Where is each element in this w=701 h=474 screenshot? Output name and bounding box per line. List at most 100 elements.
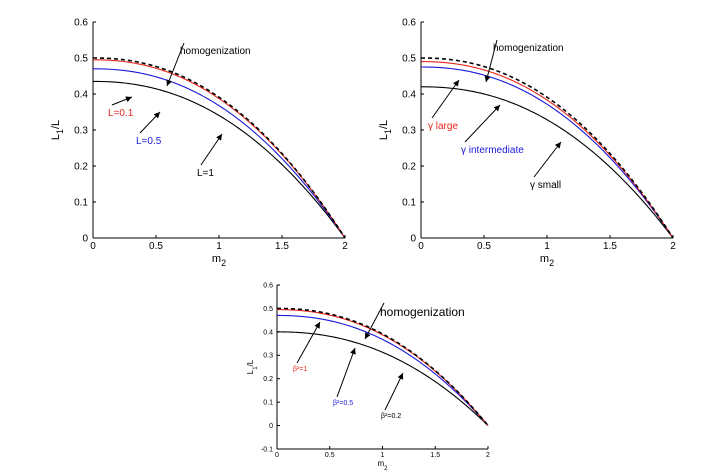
y-axis-label: L1/L <box>378 120 393 140</box>
annotation-label: β²=0.2 <box>381 413 401 420</box>
y-axis-label-suffix: /L <box>378 120 390 129</box>
annotation-arrow-head <box>453 80 459 87</box>
series-line-4 <box>93 80 346 239</box>
annotation-arrow-head <box>314 322 320 329</box>
series-line-1 <box>421 57 674 239</box>
annotation-arrow-line <box>464 104 501 143</box>
x-tick-label: 0.5 <box>325 452 335 459</box>
x-tick-label: 2 <box>670 241 676 252</box>
x-tick-label: 1 <box>381 452 385 459</box>
y-tick-label: 0.2 <box>74 162 88 173</box>
annotation-label: L=0.1 <box>108 108 134 119</box>
annotation-arrow-line <box>485 39 498 83</box>
x-tick-label: 2 <box>342 241 348 252</box>
chart-panel-3: 0 0.5 1 1.5 2-0.100.10.20.30.40.50.6m2L1/Lho… <box>246 282 490 471</box>
y-tick-label: 0.4 <box>402 90 416 101</box>
y-tick-label: -0.1 <box>261 446 273 453</box>
y-tick-label: 0.3 <box>263 353 273 360</box>
y-tick-label: 0.3 <box>74 126 88 137</box>
y-tick-label: 0.5 <box>402 54 416 65</box>
annotation-arrow-head <box>365 332 371 339</box>
series-line-4 <box>421 86 674 239</box>
x-tick-label: 0 <box>275 452 279 459</box>
annotation-label: γ small <box>530 180 561 191</box>
x-axis-label: m2 <box>540 253 554 268</box>
annotation-label: β²=0.5 <box>333 400 353 407</box>
annotation-arrow-line <box>364 302 385 340</box>
series-line-3 <box>93 68 346 239</box>
y-tick-label: 0 <box>410 234 416 245</box>
y-axis-label-subscript: 1 <box>55 129 65 134</box>
annotation-arrow-head <box>153 112 160 119</box>
annotation-label: homogenization <box>380 305 465 319</box>
x-axis-label: m2 <box>212 253 226 268</box>
y-tick-label: 0.3 <box>402 126 416 137</box>
y-tick-label: 0.4 <box>74 90 88 101</box>
y-axis-label-suffix: /L <box>50 120 62 129</box>
x-axis-label-subscript: 2 <box>221 258 226 268</box>
annotation-arrow-line <box>384 372 404 411</box>
y-tick-label: 0.2 <box>263 376 273 383</box>
annotation-arrow-line <box>336 347 356 398</box>
annotation-arrow-head <box>125 96 132 103</box>
y-tick-label: 0.6 <box>74 18 88 29</box>
y-axis-label: L1/L <box>246 359 259 374</box>
x-tick-label: 1 <box>544 241 550 252</box>
y-axis-label-subscript: 1 <box>253 366 259 370</box>
annotation-arrow-head <box>397 373 404 380</box>
y-tick-label: 0.1 <box>74 198 88 209</box>
annotation-arrow-head <box>484 75 491 82</box>
y-tick-label: 0.4 <box>263 329 273 336</box>
x-axis-label-subscript: 2 <box>549 258 554 268</box>
series-line-1 <box>277 307 489 427</box>
annotation-label: L=1 <box>197 168 214 179</box>
x-tick-label: 1.5 <box>430 452 440 459</box>
y-tick-label: 0.6 <box>402 18 416 29</box>
x-tick-label: 0 <box>418 241 424 252</box>
annotation-label: homogenization <box>180 46 251 57</box>
y-tick-label: 0.1 <box>402 198 416 209</box>
series-line-1 <box>93 57 346 239</box>
y-tick-label: 0.2 <box>402 162 416 173</box>
x-axis-label-subscript: 2 <box>384 466 388 472</box>
annotation-label: homogenization <box>493 43 564 54</box>
annotation-arrow-line <box>200 133 223 166</box>
chart-panel-2: 0 0.5 1 1.5 2 0 0.1 0.2 0.3 0.4 0.5 0.6 m2 L1/L homoge… <box>378 18 676 269</box>
annotation-arrow-line <box>296 321 321 364</box>
annotation-label: β²=1 <box>293 366 307 373</box>
y-tick-label: 0.6 <box>263 282 273 289</box>
annotation-arrow-line <box>533 141 562 178</box>
annotation-label: γ intermediate <box>461 145 524 156</box>
x-tick-label: 0.5 <box>477 241 491 252</box>
series-line-3 <box>421 66 674 239</box>
x-tick-label: 1.5 <box>275 241 289 252</box>
series-line-2 <box>93 59 346 239</box>
y-tick-label: 0.1 <box>263 400 273 407</box>
annotation-arrow-head <box>493 105 500 112</box>
y-tick-label: 0.5 <box>263 306 273 313</box>
annotation-arrow-head <box>554 142 561 149</box>
y-tick-label: 0.5 <box>74 54 88 65</box>
x-tick-label: 1 <box>216 241 222 252</box>
x-axis-label: m2 <box>377 459 388 472</box>
y-tick-label: 0 <box>82 234 88 245</box>
y-axis-label-subscript: 1 <box>383 129 393 134</box>
series-line-2 <box>421 61 674 239</box>
annotation-arrow-head <box>166 79 172 86</box>
x-tick-label: 1.5 <box>603 241 617 252</box>
x-tick-label: 0 <box>90 241 96 252</box>
annotation-arrow-head <box>216 134 222 141</box>
y-axis-label: L1/L <box>50 120 65 140</box>
annotation-arrow-line <box>166 42 185 87</box>
x-tick-label: 0.5 <box>149 241 163 252</box>
series-line-4 <box>277 331 489 426</box>
annotation-arrow-head <box>350 348 356 355</box>
y-tick-label: 0 <box>269 423 273 430</box>
chart-panel-1: 0 0.5 1 1.5 2 0 0.1 0.2 0.3 0.4 0.5 0.6 m2 L1/L homoge… <box>50 18 348 269</box>
series-line-3 <box>277 314 489 426</box>
y-axis-label-suffix: /L <box>246 359 255 366</box>
annotation-arrow-line <box>431 79 460 119</box>
annotation-label: L=0.5 <box>136 136 162 147</box>
x-tick-label: 2 <box>486 452 490 459</box>
